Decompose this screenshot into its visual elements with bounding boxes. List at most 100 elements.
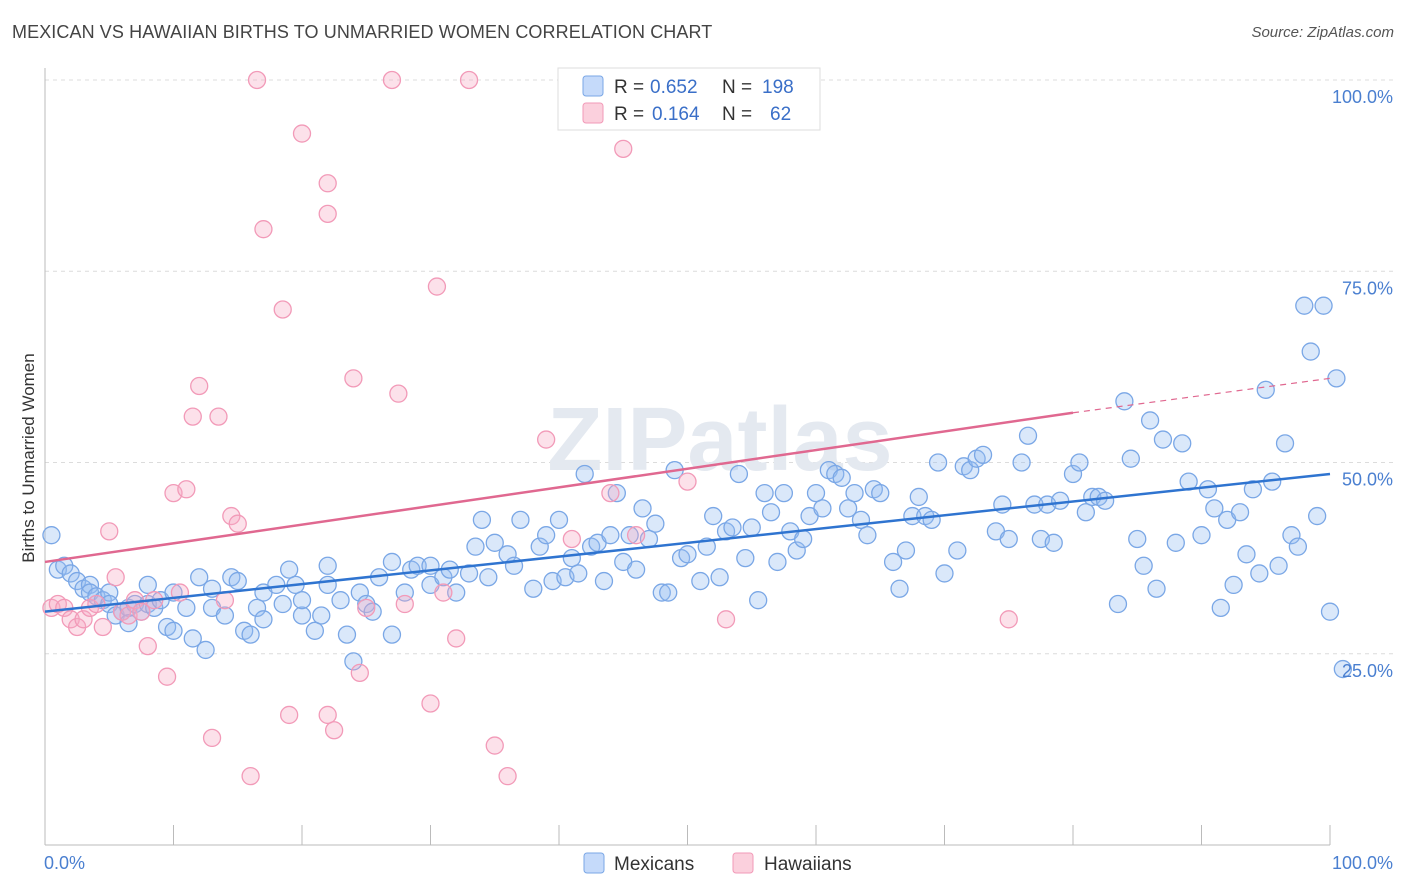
legend-n-label-hawaiians: N = xyxy=(722,104,752,125)
mexicans-point-93 xyxy=(646,514,665,533)
mexicans-point-31 xyxy=(215,606,235,625)
mexicans-point-33 xyxy=(228,571,247,591)
mexicans-point-68 xyxy=(472,510,492,530)
legend-n-hawaiians: 62 xyxy=(770,104,791,125)
mexicans-point-157 xyxy=(1095,491,1115,510)
hawaiians-point-46 xyxy=(434,583,453,602)
legend-r-hawaiians: 0.164 xyxy=(652,104,700,125)
hawaiians-point-42 xyxy=(389,384,408,403)
hawaiians-point-56 xyxy=(678,472,697,491)
y-tick-label-25: 25.0% xyxy=(1342,661,1393,681)
mexicans-point-189 xyxy=(1320,602,1340,621)
mexicans-point-89 xyxy=(620,526,639,545)
tick-labels: 25.0% 50.0% 75.0% 100.0% 0.0% 100.0% xyxy=(44,87,1393,873)
hawaiians-point-7 xyxy=(87,594,106,614)
mexicans-point-43 xyxy=(292,606,312,625)
hawaiians-point-27 xyxy=(228,514,247,533)
mexicans-point-104 xyxy=(723,518,742,537)
hawaiians-point-31 xyxy=(273,300,292,319)
mexicans-point-191 xyxy=(1333,659,1352,679)
mexicans-point-74 xyxy=(524,579,543,598)
mexicans-point-47 xyxy=(318,575,337,595)
mexicans-point-175 xyxy=(1230,503,1250,522)
mexicans-point-123 xyxy=(845,483,864,503)
hawaiians-point-23 xyxy=(202,728,222,748)
mexicans-point-75 xyxy=(530,537,549,556)
mexicans-point-48 xyxy=(318,556,337,575)
mexicans-point-91 xyxy=(633,499,652,518)
mexicans-point-67 xyxy=(466,537,485,556)
hawaiians-point-22 xyxy=(190,376,209,396)
y-tick-label-100: 100.0% xyxy=(1332,87,1393,107)
mexicans-point-6 xyxy=(80,575,100,595)
mexicans-point-27 xyxy=(190,568,209,587)
mexicans-point-137 xyxy=(948,541,967,560)
hawaiians-point-8 xyxy=(93,617,112,637)
hawaiians-point-43 xyxy=(395,594,414,614)
mexicans-point-190 xyxy=(1327,369,1346,388)
bottom-legend: Mexicans Hawaiians xyxy=(583,852,852,875)
mexicans-point-122 xyxy=(838,499,858,518)
bottom-legend-mexicans: Mexicans xyxy=(614,854,694,875)
legend-n-mexicans: 198 xyxy=(762,77,794,98)
hawaiians-point-51 xyxy=(537,430,556,449)
mexicans-point-51 xyxy=(344,652,363,671)
mexicans-trend-line xyxy=(44,472,1331,613)
mexicans-point-44 xyxy=(292,591,312,610)
mexicans-point-82 xyxy=(575,464,594,484)
mexicans-point-174 xyxy=(1224,575,1243,595)
mexicans-point-94 xyxy=(652,583,671,602)
mexicans-point-52 xyxy=(350,583,369,602)
mexicans-point-176 xyxy=(1237,545,1256,564)
mexicans-point-36 xyxy=(247,598,267,617)
hawaiians-point-41 xyxy=(382,70,402,90)
mexicans-point-136 xyxy=(935,564,954,583)
mexicans-point-70 xyxy=(485,533,504,552)
mexicans-point-177 xyxy=(1243,480,1263,499)
mexicans-point-108 xyxy=(749,591,768,610)
mexicans-point-139 xyxy=(961,460,980,480)
mexicans-point-135 xyxy=(928,453,948,472)
mexicans-point-76 xyxy=(537,526,556,545)
mexicans-point-56 xyxy=(382,552,402,572)
hawaiians-point-15 xyxy=(138,636,157,656)
hawaiians-point-49 xyxy=(485,736,504,755)
legend-swatch-mexicans xyxy=(582,75,604,97)
hawaiians-point-30 xyxy=(254,220,273,239)
mexicans-point-125 xyxy=(858,526,877,545)
mexicans-point-170 xyxy=(1198,480,1218,499)
mexicans-point-163 xyxy=(1140,411,1160,430)
hawaiians-point-54 xyxy=(614,139,633,159)
mexicans-point-107 xyxy=(742,518,761,537)
mexicans-point-150 xyxy=(1044,533,1063,552)
bottom-legend-hawaiians: Hawaiians xyxy=(764,854,852,875)
hawaiians-point-5 xyxy=(74,610,93,629)
hawaiians-point-39 xyxy=(350,663,369,683)
mexicans-point-179 xyxy=(1256,380,1275,399)
mexicans-point-144 xyxy=(999,529,1018,549)
mexicans-point-188 xyxy=(1314,296,1333,315)
mexicans-point-114 xyxy=(787,541,806,560)
mexicans-point-49 xyxy=(331,591,350,610)
mexicans-point-127 xyxy=(871,483,890,503)
x-tick-label-end: 100.0% xyxy=(1332,853,1393,873)
mexicans-point-109 xyxy=(755,483,774,503)
hawaiians-point-33 xyxy=(292,124,312,143)
mexicans-point-172 xyxy=(1211,598,1230,617)
mexicans-point-182 xyxy=(1275,434,1295,453)
mexicans-point-153 xyxy=(1070,453,1089,472)
mexicans-point-99 xyxy=(691,571,710,591)
mexicans-point-98 xyxy=(678,545,697,564)
mexicans-point-165 xyxy=(1153,430,1173,449)
mexicans-point-19 xyxy=(138,575,157,595)
mexicans-point-66 xyxy=(459,564,479,583)
hawaiians-point-17 xyxy=(157,667,177,686)
mexicans-point-46 xyxy=(312,606,331,625)
mexicans-point-167 xyxy=(1173,434,1192,453)
hawaiians-trend-line xyxy=(44,411,1074,564)
bottom-legend-swatch-hawaiians xyxy=(732,852,754,874)
hawaiians-point-36 xyxy=(318,705,337,725)
hawaiians-point-9 xyxy=(100,522,119,541)
mexicans-point-134 xyxy=(922,510,941,530)
mexicans-point-15 xyxy=(119,614,138,633)
